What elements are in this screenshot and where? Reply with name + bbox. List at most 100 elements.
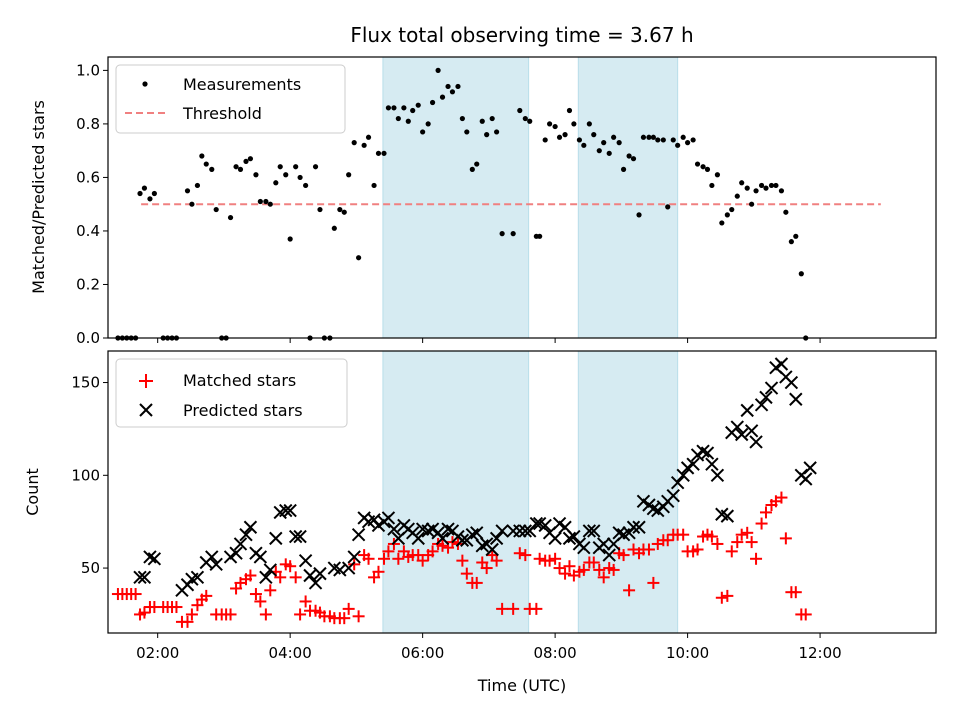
shaded-interval-0 <box>382 350 530 634</box>
measurement-point <box>227 214 234 221</box>
predicted-point <box>441 522 455 536</box>
matched-point <box>470 576 483 589</box>
measurement-point <box>267 201 273 207</box>
predicted-point <box>455 533 470 547</box>
x-axis-label: Time (UTC) <box>477 676 566 695</box>
predicted-point <box>774 357 789 371</box>
measurement-point <box>798 271 804 277</box>
matched-point <box>513 547 526 560</box>
predicted-point <box>229 546 243 560</box>
measurement-point <box>685 140 691 146</box>
top-ytick-label: 0.0 <box>76 329 100 347</box>
measurement-point <box>739 180 745 186</box>
measurement-point <box>773 182 779 189</box>
predicted-point-b <box>696 444 710 458</box>
measurement-point <box>425 121 431 127</box>
measurement-point <box>749 201 755 207</box>
measurement-point <box>601 140 607 146</box>
measurement-point <box>763 185 769 191</box>
predicted-point-b <box>764 381 779 395</box>
matched-point <box>721 589 734 602</box>
measurement-point <box>243 158 249 164</box>
predicted-point-b <box>749 435 763 449</box>
measurement-point <box>556 134 563 140</box>
measurement-point <box>522 115 528 122</box>
predicted-point-b <box>636 494 651 508</box>
measurement-point <box>247 156 254 162</box>
measurement-point <box>547 121 553 127</box>
matched-point <box>348 558 361 571</box>
measurement-point <box>537 233 543 239</box>
matched-point <box>372 565 385 578</box>
matched-point <box>750 552 763 565</box>
predicted-point-b <box>744 424 759 438</box>
matched-point <box>200 589 213 602</box>
matched-point <box>129 588 142 601</box>
predicted-point-b <box>710 468 725 483</box>
matched-point <box>553 562 566 575</box>
predicted-point <box>666 489 680 503</box>
predicted-point-b <box>209 557 223 572</box>
measurement-point <box>459 115 465 122</box>
bottom-predicted-group <box>133 357 817 598</box>
matched-point <box>530 602 543 615</box>
shaded-interval-0 <box>382 56 530 339</box>
top-axes-frame <box>107 56 937 339</box>
matched-point <box>392 552 405 565</box>
measurement-point <box>620 166 627 172</box>
bottom-legend-box <box>115 358 348 428</box>
measurement-point <box>734 193 740 199</box>
bottom-ytick-label: 50 <box>81 559 100 577</box>
predicted-point-b <box>646 501 661 516</box>
measurement-point <box>381 150 387 156</box>
predicted-point-b <box>381 511 396 525</box>
predicted-point <box>283 503 297 518</box>
measurement-point <box>415 102 421 108</box>
measurement-point <box>630 156 637 162</box>
predicted-point-b <box>308 576 323 590</box>
predicted-point-b <box>233 537 248 551</box>
predicted-point <box>548 531 562 546</box>
predicted-point-b <box>263 563 277 577</box>
measurement-point <box>405 118 411 124</box>
predicted-point <box>381 511 396 525</box>
matched-point <box>715 591 728 604</box>
top-legend: Measurements Threshold <box>115 64 346 134</box>
matched-point <box>799 608 812 621</box>
matched-point <box>623 584 636 597</box>
matched-point <box>559 567 572 580</box>
measurement-point <box>371 182 377 189</box>
predicted-point-b <box>495 524 509 538</box>
predicted-point <box>341 561 356 575</box>
measurement-point <box>768 182 775 189</box>
predicted-point-b <box>715 507 729 521</box>
measurement-point <box>199 153 205 159</box>
matched-point <box>775 491 788 504</box>
xtick-label: 02:00 <box>136 644 179 662</box>
predicted-point-b <box>229 546 243 560</box>
matched-point <box>259 608 272 621</box>
measurement-point <box>606 150 612 156</box>
top-ytick-label: 0.2 <box>76 275 100 293</box>
matched-point <box>731 536 744 549</box>
measurement-point <box>469 166 475 172</box>
measurement-point <box>151 190 157 197</box>
legend-measurements-label: Measurements <box>183 75 301 94</box>
predicted-point <box>209 557 223 572</box>
predicted-point-b <box>243 520 258 534</box>
measurement-point <box>562 132 568 138</box>
predicted-point <box>239 527 253 542</box>
measurement-point <box>137 190 143 197</box>
measurement-point <box>445 83 451 90</box>
measurement-point <box>636 212 642 218</box>
predicted-point <box>789 392 803 406</box>
matched-point <box>460 567 473 580</box>
predicted-point-b <box>327 561 342 575</box>
predicted-point <box>279 503 293 518</box>
predicted-point-b <box>205 550 219 564</box>
matched-point <box>274 571 287 584</box>
matched-point <box>480 562 493 575</box>
measurement-point <box>356 255 362 261</box>
predicted-point <box>720 509 735 523</box>
measurement-point <box>361 142 367 148</box>
